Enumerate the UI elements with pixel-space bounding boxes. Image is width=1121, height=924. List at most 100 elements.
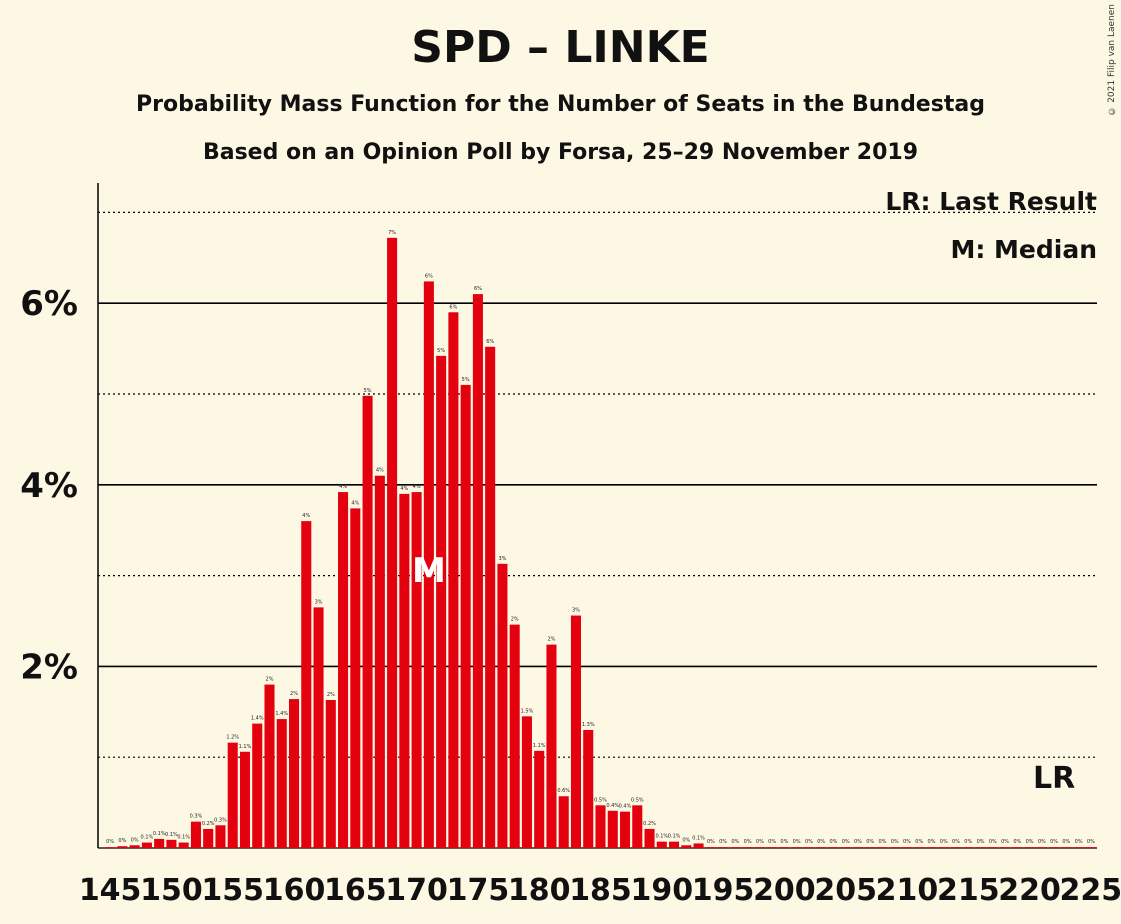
y-tick-label: 6%	[20, 284, 78, 324]
bar-value-label: 0%	[829, 839, 837, 845]
bar	[901, 847, 913, 848]
bar-value-label: 0%	[915, 839, 923, 845]
bar	[644, 828, 655, 848]
bar-value-label: 0%	[842, 839, 850, 845]
bar	[767, 847, 778, 848]
bar	[803, 847, 814, 848]
bar	[852, 847, 863, 848]
bar	[607, 810, 618, 848]
bar-value-label: 2%	[547, 637, 555, 643]
bar-value-label: 0%	[1075, 839, 1083, 845]
bar-value-label: 1.3%	[582, 722, 595, 728]
bar	[1049, 847, 1060, 848]
bar	[276, 719, 287, 848]
bar	[546, 644, 557, 848]
bar-value-label: 2%	[290, 691, 298, 697]
bar	[595, 805, 606, 848]
bar-value-label: 1.4%	[251, 716, 264, 722]
bar-value-label: 0%	[989, 839, 997, 845]
bar	[669, 841, 680, 848]
bar	[889, 847, 900, 848]
bar	[632, 805, 643, 848]
legend-median: M: Median	[950, 235, 1097, 264]
bar	[791, 847, 802, 848]
bar	[350, 508, 361, 848]
bar	[264, 684, 275, 848]
bar-value-label: 0%	[768, 839, 776, 845]
bar-value-label: 0%	[118, 838, 126, 844]
bar-value-label: 0%	[854, 839, 862, 845]
x-tick-label: 175	[447, 873, 510, 908]
bar	[325, 699, 336, 848]
x-tick-label: 160	[263, 873, 326, 908]
bar-value-label: 6%	[474, 286, 482, 292]
bar-value-label: 0%	[878, 839, 886, 845]
bar-value-label: 2%	[327, 692, 335, 698]
bar-value-label: 0.1%	[668, 834, 681, 840]
bar	[141, 842, 152, 848]
bar	[938, 847, 949, 848]
x-tick-label: 155	[201, 873, 264, 908]
x-tick-label: 215	[937, 873, 1000, 908]
bar-value-label: 0.1%	[165, 832, 178, 838]
bar	[963, 847, 974, 848]
bar-value-label: 1.5%	[521, 708, 534, 714]
chart-subtitle: Probability Mass Function for the Number…	[136, 92, 985, 117]
bar-value-label: 0%	[682, 837, 690, 843]
bar	[423, 281, 434, 849]
bar	[558, 796, 569, 848]
bar	[154, 838, 165, 848]
bar-value-label: 2%	[511, 617, 519, 623]
bar-value-label: 6%	[449, 304, 457, 310]
bar-value-label: 3%	[572, 608, 580, 614]
bar	[448, 312, 459, 848]
bar	[828, 847, 839, 848]
bar	[865, 847, 876, 848]
bar	[239, 751, 251, 848]
bar-value-label: 3%	[498, 556, 506, 562]
bar	[693, 843, 704, 848]
x-tick-label: 225	[1060, 873, 1121, 908]
x-tick-label: 200	[753, 873, 816, 908]
bar-value-label: 6%	[486, 339, 494, 345]
bar-value-label: 0%	[952, 839, 960, 845]
bar	[374, 475, 385, 848]
bar	[227, 742, 238, 848]
bar-value-label: 0.3%	[190, 814, 203, 820]
bar-value-label: 0.5%	[631, 797, 644, 803]
bar	[840, 847, 851, 848]
bar	[681, 845, 692, 848]
bar-value-label: 0.4%	[606, 803, 619, 809]
chart-poll-source: Based on an Opinion Poll by Forsa, 25–29…	[202, 140, 919, 165]
bar	[203, 828, 214, 848]
bar-value-label: 0%	[940, 839, 948, 845]
bar-value-label: 7%	[388, 230, 396, 236]
bar-value-label: 3%	[315, 599, 323, 605]
bar-value-label: 0%	[866, 839, 874, 845]
x-tick-label: 190	[630, 873, 693, 908]
bar-value-label: 0.1%	[177, 835, 190, 841]
median-marker: M	[412, 551, 446, 591]
bar	[215, 825, 226, 848]
bar-value-label: 0%	[106, 839, 114, 845]
legend-last-result: LR: Last Result	[885, 187, 1097, 216]
bar-value-label: 0.5%	[594, 797, 607, 803]
bar-value-label: 2%	[266, 677, 274, 683]
last-result-marker: LR	[1033, 761, 1075, 796]
bar-value-label: 0%	[1026, 839, 1034, 845]
bar	[436, 355, 447, 848]
bar-value-label: 0%	[707, 839, 715, 845]
bar	[399, 493, 410, 848]
bar-value-label: 0%	[719, 839, 727, 845]
bar-value-label: 0%	[1087, 839, 1095, 845]
x-tick-label: 185	[569, 873, 632, 908]
x-tick-label: 165	[324, 873, 387, 908]
bar	[460, 384, 471, 848]
bar	[497, 563, 508, 848]
bar-value-label: 0%	[817, 839, 825, 845]
bar	[730, 847, 741, 848]
bar	[178, 842, 189, 848]
bar-value-label: 0%	[964, 839, 972, 845]
bar-value-label: 0%	[1062, 839, 1070, 845]
